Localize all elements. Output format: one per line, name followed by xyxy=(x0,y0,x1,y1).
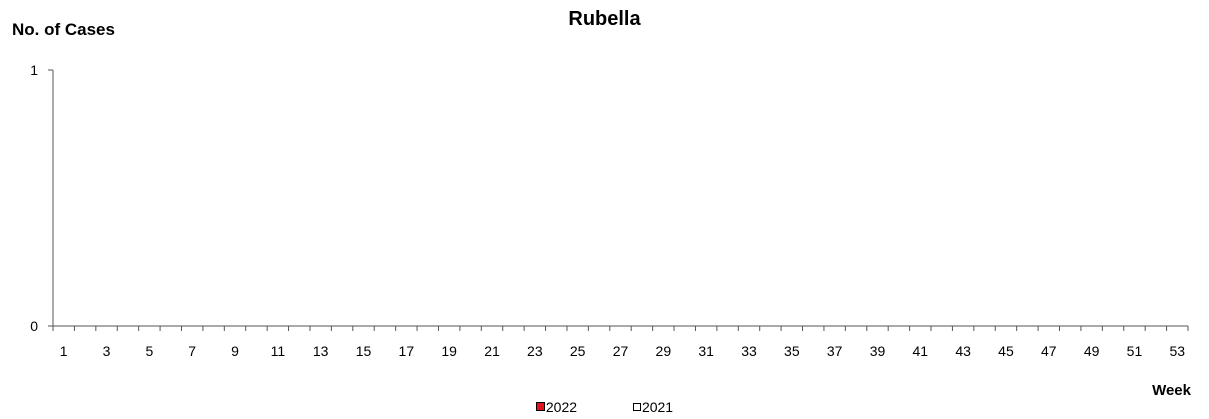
x-tick-label: 15 xyxy=(356,343,372,359)
legend: 2022 2021 xyxy=(0,399,1209,415)
legend-item-2022: 2022 xyxy=(535,399,578,415)
x-tick-label: 19 xyxy=(441,343,457,359)
x-tick-label: 21 xyxy=(484,343,500,359)
x-tick-label: 5 xyxy=(145,343,153,359)
x-tick-label: 45 xyxy=(998,343,1014,359)
x-tick-label: 7 xyxy=(188,343,196,359)
x-tick-label: 41 xyxy=(913,343,929,359)
x-tick-label: 35 xyxy=(784,343,800,359)
x-tick-label: 11 xyxy=(271,343,286,359)
chart-title: Rubella xyxy=(568,8,641,30)
x-tick-label: 33 xyxy=(741,343,757,359)
x-tick-label: 37 xyxy=(827,343,843,359)
x-tick-label: 43 xyxy=(955,343,971,359)
x-tick-label: 13 xyxy=(313,343,329,359)
y-axis-label: No. of Cases xyxy=(12,20,115,39)
legend-item-2021: 2021 xyxy=(632,399,674,415)
x-tick-label: 9 xyxy=(231,343,239,359)
x-tick-label: 29 xyxy=(656,343,672,359)
x-axis-label: Week xyxy=(1152,382,1191,399)
x-tick-label: 49 xyxy=(1084,343,1100,359)
x-tick-label: 47 xyxy=(1041,343,1057,359)
legend-label-2022: 2022 xyxy=(545,399,578,415)
legend-label-2021: 2021 xyxy=(641,399,674,415)
x-tick-label: 17 xyxy=(399,343,415,359)
x-tick-label: 3 xyxy=(103,343,111,359)
x-tick-label: 31 xyxy=(698,343,714,359)
x-tick-label: 25 xyxy=(570,343,586,359)
y-tick-label: 1 xyxy=(30,62,38,78)
x-tick-label: 53 xyxy=(1170,343,1186,359)
x-tick-label: 27 xyxy=(613,343,629,359)
legend-swatch-2021 xyxy=(632,403,641,411)
x-tick-label: 1 xyxy=(60,343,68,359)
x-tick-label: 39 xyxy=(870,343,886,359)
x-tick-label: 23 xyxy=(527,343,543,359)
y-tick-label: 0 xyxy=(30,318,38,334)
x-tick-label: 51 xyxy=(1127,343,1143,359)
legend-swatch-2022 xyxy=(535,402,545,411)
